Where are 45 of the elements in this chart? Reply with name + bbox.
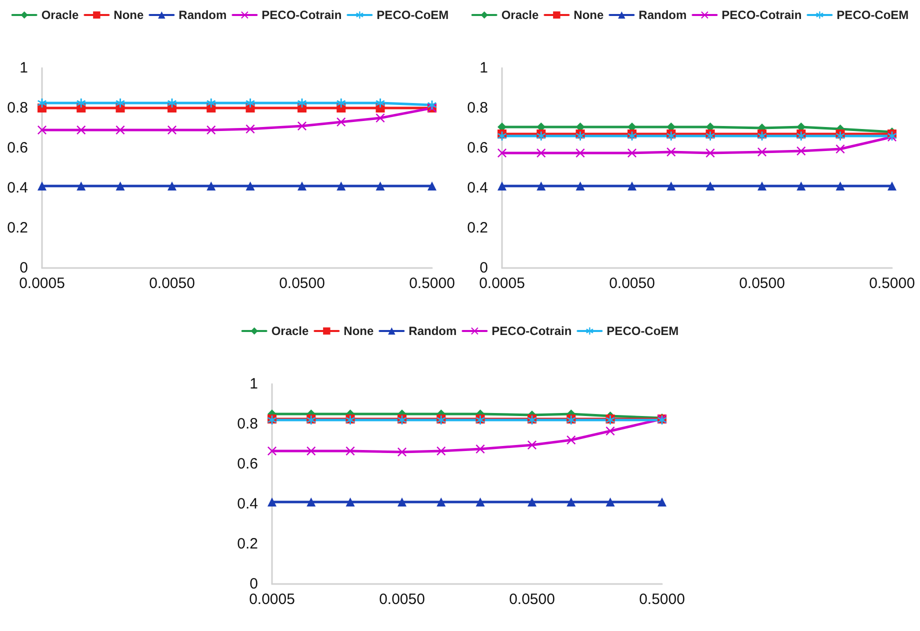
y-tick-label: 0 <box>20 260 28 276</box>
legend-label: PECO-CoEM <box>606 324 679 338</box>
x-tick-label: 0.0500 <box>509 591 555 608</box>
y-tick-label: 0.4 <box>237 496 258 512</box>
legend-label: PECO-CoEM <box>836 8 909 22</box>
y-tick-label: 0.6 <box>237 456 258 472</box>
legend-label: Random <box>638 8 687 22</box>
legend-label: None <box>114 8 144 22</box>
y-tick-label: 1 <box>480 60 488 76</box>
legend-label: PECO-Cotrain <box>262 8 342 22</box>
y-tick-label: 1 <box>250 376 258 392</box>
legend-label: Random <box>178 8 227 22</box>
x-tick-label: 0.0050 <box>609 275 655 292</box>
y-tick-label: 0 <box>250 576 258 592</box>
legend-label: PECO-Cotrain <box>722 8 802 22</box>
x-tick-label: 0.0005 <box>479 275 525 292</box>
legend-label: Random <box>408 324 457 338</box>
y-tick-label: 0.8 <box>7 100 28 116</box>
y-tick-label: 0.8 <box>467 100 488 116</box>
y-tick-label: 0.6 <box>7 140 28 156</box>
x-tick-label: 0.0050 <box>379 591 425 608</box>
legend-label: None <box>344 324 374 338</box>
y-tick-label: 0.2 <box>467 220 488 236</box>
legend-label: None <box>574 8 604 22</box>
y-tick-label: 0.2 <box>7 220 28 236</box>
x-tick-label: 0.0500 <box>739 275 785 292</box>
y-tick-label: 0.4 <box>7 180 28 196</box>
y-tick-label: 0.8 <box>237 416 258 432</box>
y-tick-label: 0.4 <box>467 180 488 196</box>
x-tick-label: 0.5000 <box>639 591 685 608</box>
x-tick-label: 0.0005 <box>249 591 295 608</box>
y-tick-label: 0.6 <box>467 140 488 156</box>
legend-label: PECO-CoEM <box>376 8 449 22</box>
x-tick-label: 0.5000 <box>409 275 455 292</box>
x-tick-label: 0.0005 <box>19 275 65 292</box>
y-tick-label: 0.2 <box>237 536 258 552</box>
legend-label: Oracle <box>501 8 540 22</box>
legend-label: Oracle <box>41 8 80 22</box>
y-tick-label: 0 <box>480 260 488 276</box>
y-tick-label: 1 <box>20 60 28 76</box>
legend-label: Oracle <box>271 324 310 338</box>
x-tick-label: 0.0500 <box>279 275 325 292</box>
x-tick-label: 0.5000 <box>869 275 915 292</box>
legend-label: PECO-Cotrain <box>492 324 572 338</box>
x-tick-label: 0.0050 <box>149 275 195 292</box>
